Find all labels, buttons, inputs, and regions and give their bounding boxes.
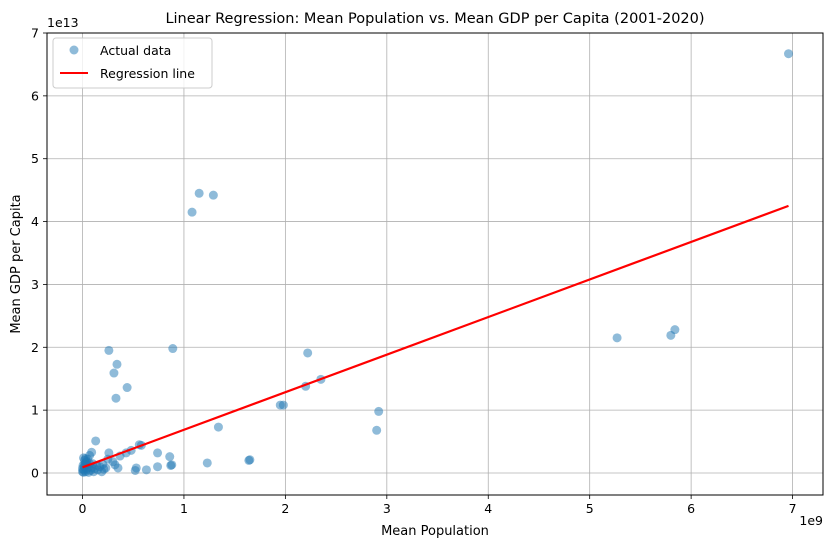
legend-box <box>52 37 213 89</box>
data-point <box>612 333 622 343</box>
data-point <box>99 464 109 474</box>
data-point <box>166 460 176 470</box>
data-point <box>374 406 384 416</box>
data-point <box>130 465 140 475</box>
data-point <box>122 383 132 393</box>
legend-label-actual-data: Actual data <box>100 43 171 58</box>
data-point <box>372 425 382 435</box>
y-axis-label: Mean GDP per Capita <box>9 194 24 333</box>
chart-title: Linear Regression: Mean Population vs. M… <box>165 11 704 27</box>
x-tick-label: 1 <box>180 501 188 516</box>
data-point <box>208 190 218 200</box>
legend: Actual data Regression line <box>52 37 213 89</box>
data-point <box>153 462 163 472</box>
x-tick-label: 5 <box>586 501 594 516</box>
data-point <box>168 344 178 354</box>
y-tick-label: 3 <box>31 277 39 292</box>
data-point <box>278 400 288 410</box>
data-point <box>202 458 212 468</box>
x-tick-label: 4 <box>484 501 492 516</box>
data-point <box>109 368 119 378</box>
y-tick-label: 7 <box>31 26 39 41</box>
x-axis-multiplier: 1e9 <box>799 513 823 528</box>
data-point <box>303 348 313 358</box>
y-tick-label: 6 <box>31 88 39 103</box>
y-tick-label: 0 <box>31 466 39 481</box>
grid <box>47 32 823 495</box>
regression-line-layer <box>82 204 789 469</box>
data-point <box>153 448 163 458</box>
y-tick-label: 1 <box>31 403 39 418</box>
legend-marker-actual-data <box>69 45 79 55</box>
data-point <box>244 455 254 465</box>
scatter-points <box>78 49 794 477</box>
legend-label-regression-line: Regression line <box>100 66 195 81</box>
y-tick-label: 4 <box>31 214 39 229</box>
data-point <box>141 465 151 475</box>
data-point <box>111 393 121 403</box>
data-point <box>104 345 114 355</box>
x-tick-label: 0 <box>79 501 87 516</box>
y-tick-label: 5 <box>31 151 39 166</box>
data-point <box>165 452 175 462</box>
x-axis-ticks: 0 1 2 3 4 5 6 7 <box>79 495 797 516</box>
data-point <box>213 422 223 432</box>
x-axis-label: Mean Population <box>381 524 489 539</box>
x-tick-label: 7 <box>789 501 797 516</box>
data-point <box>112 359 122 369</box>
y-axis-ticks: 0 1 2 3 4 5 6 7 <box>31 26 47 481</box>
data-point <box>187 207 197 217</box>
data-point <box>91 436 101 446</box>
regression-line <box>82 204 789 469</box>
data-point <box>670 325 680 335</box>
x-tick-label: 6 <box>687 501 695 516</box>
data-point <box>784 49 794 59</box>
data-point <box>194 188 204 198</box>
x-tick-label: 3 <box>383 501 391 516</box>
plot-frame <box>46 32 824 496</box>
y-tick-label: 2 <box>31 340 39 355</box>
x-tick-label: 2 <box>281 501 289 516</box>
y-axis-multiplier: 1e13 <box>47 15 79 30</box>
